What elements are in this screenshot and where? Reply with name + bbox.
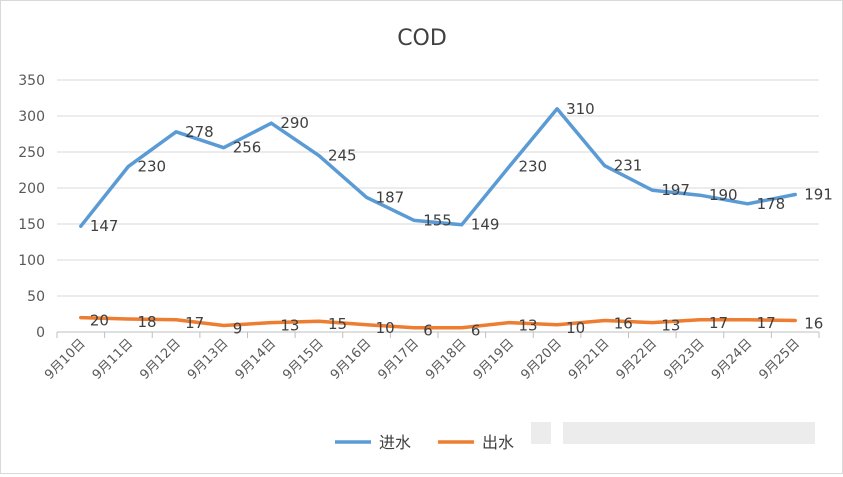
data-label: 10 <box>566 319 585 337</box>
data-labels: 147 230 278 256 290 245 187 155 149 230 310 231 197 1… <box>90 100 833 340</box>
x-tick-label: 9月12日 <box>137 336 184 383</box>
x-tick-label: 9月16日 <box>328 336 375 383</box>
data-label: 17 <box>757 314 776 332</box>
data-label: 13 <box>280 317 299 335</box>
data-label: 256 <box>233 139 262 157</box>
blurred-watermark <box>531 422 551 444</box>
data-label: 9 <box>233 320 243 338</box>
y-tick-label: 100 <box>18 253 45 269</box>
x-tick-label: 9月21日 <box>566 336 613 383</box>
x-tick-label: 9月15日 <box>280 336 327 383</box>
y-tick-label: 200 <box>18 181 45 197</box>
x-tick-label: 9月10日 <box>42 336 89 383</box>
y-tick-label: 250 <box>18 145 45 161</box>
data-label: 147 <box>90 217 119 235</box>
data-label: 15 <box>328 315 347 333</box>
data-label: 190 <box>709 186 738 204</box>
x-tick-label: 9月11日 <box>90 336 137 383</box>
x-tick-label: 9月20日 <box>518 336 565 383</box>
data-label: 18 <box>137 313 156 331</box>
data-label: 310 <box>566 100 595 118</box>
data-label: 16 <box>614 314 633 332</box>
x-tick-label: 9月17日 <box>375 336 422 383</box>
legend-label: 出水 <box>482 433 514 452</box>
data-label: 13 <box>661 317 680 335</box>
y-axis-labels: 0 50 100 150 200 250 300 350 <box>18 73 45 341</box>
y-tick-label: 300 <box>18 109 45 125</box>
data-label: 191 <box>804 185 833 203</box>
y-tick-label: 0 <box>36 325 45 341</box>
x-tick-label: 9月25日 <box>756 336 803 383</box>
data-label: 245 <box>328 147 357 165</box>
data-label: 17 <box>709 314 728 332</box>
x-tick-label: 9月22日 <box>614 336 661 383</box>
data-label: 231 <box>614 157 643 175</box>
data-label: 187 <box>376 188 405 206</box>
data-label: 149 <box>471 216 500 234</box>
data-label: 155 <box>423 211 452 229</box>
data-label: 178 <box>757 195 786 213</box>
data-label: 6 <box>471 322 481 340</box>
data-label: 230 <box>137 157 166 175</box>
x-tick-label: 9月19日 <box>471 336 518 383</box>
data-label: 16 <box>804 314 823 332</box>
chart-title: COD <box>397 26 447 51</box>
gridlines <box>57 80 819 338</box>
x-tick-label: 9月24日 <box>709 336 756 383</box>
x-tick-label: 9月14日 <box>233 336 280 383</box>
x-tick-label: 9月13日 <box>185 336 232 383</box>
data-label: 197 <box>661 181 690 199</box>
legend: 进水 出水 <box>335 433 514 452</box>
data-label: 290 <box>280 114 309 132</box>
y-tick-label: 150 <box>18 217 45 233</box>
data-label: 6 <box>423 322 433 340</box>
data-label: 230 <box>518 157 547 175</box>
data-label: 10 <box>376 319 395 337</box>
data-label: 278 <box>185 123 214 141</box>
legend-label: 进水 <box>379 433 411 452</box>
data-label: 20 <box>90 312 109 330</box>
x-tick-label: 9月23日 <box>661 336 708 383</box>
data-label: 13 <box>518 317 537 335</box>
y-tick-label: 350 <box>18 73 45 89</box>
blurred-watermark <box>563 422 815 444</box>
y-tick-label: 50 <box>27 289 45 305</box>
data-label: 17 <box>185 314 204 332</box>
x-tick-label: 9月18日 <box>423 336 470 383</box>
